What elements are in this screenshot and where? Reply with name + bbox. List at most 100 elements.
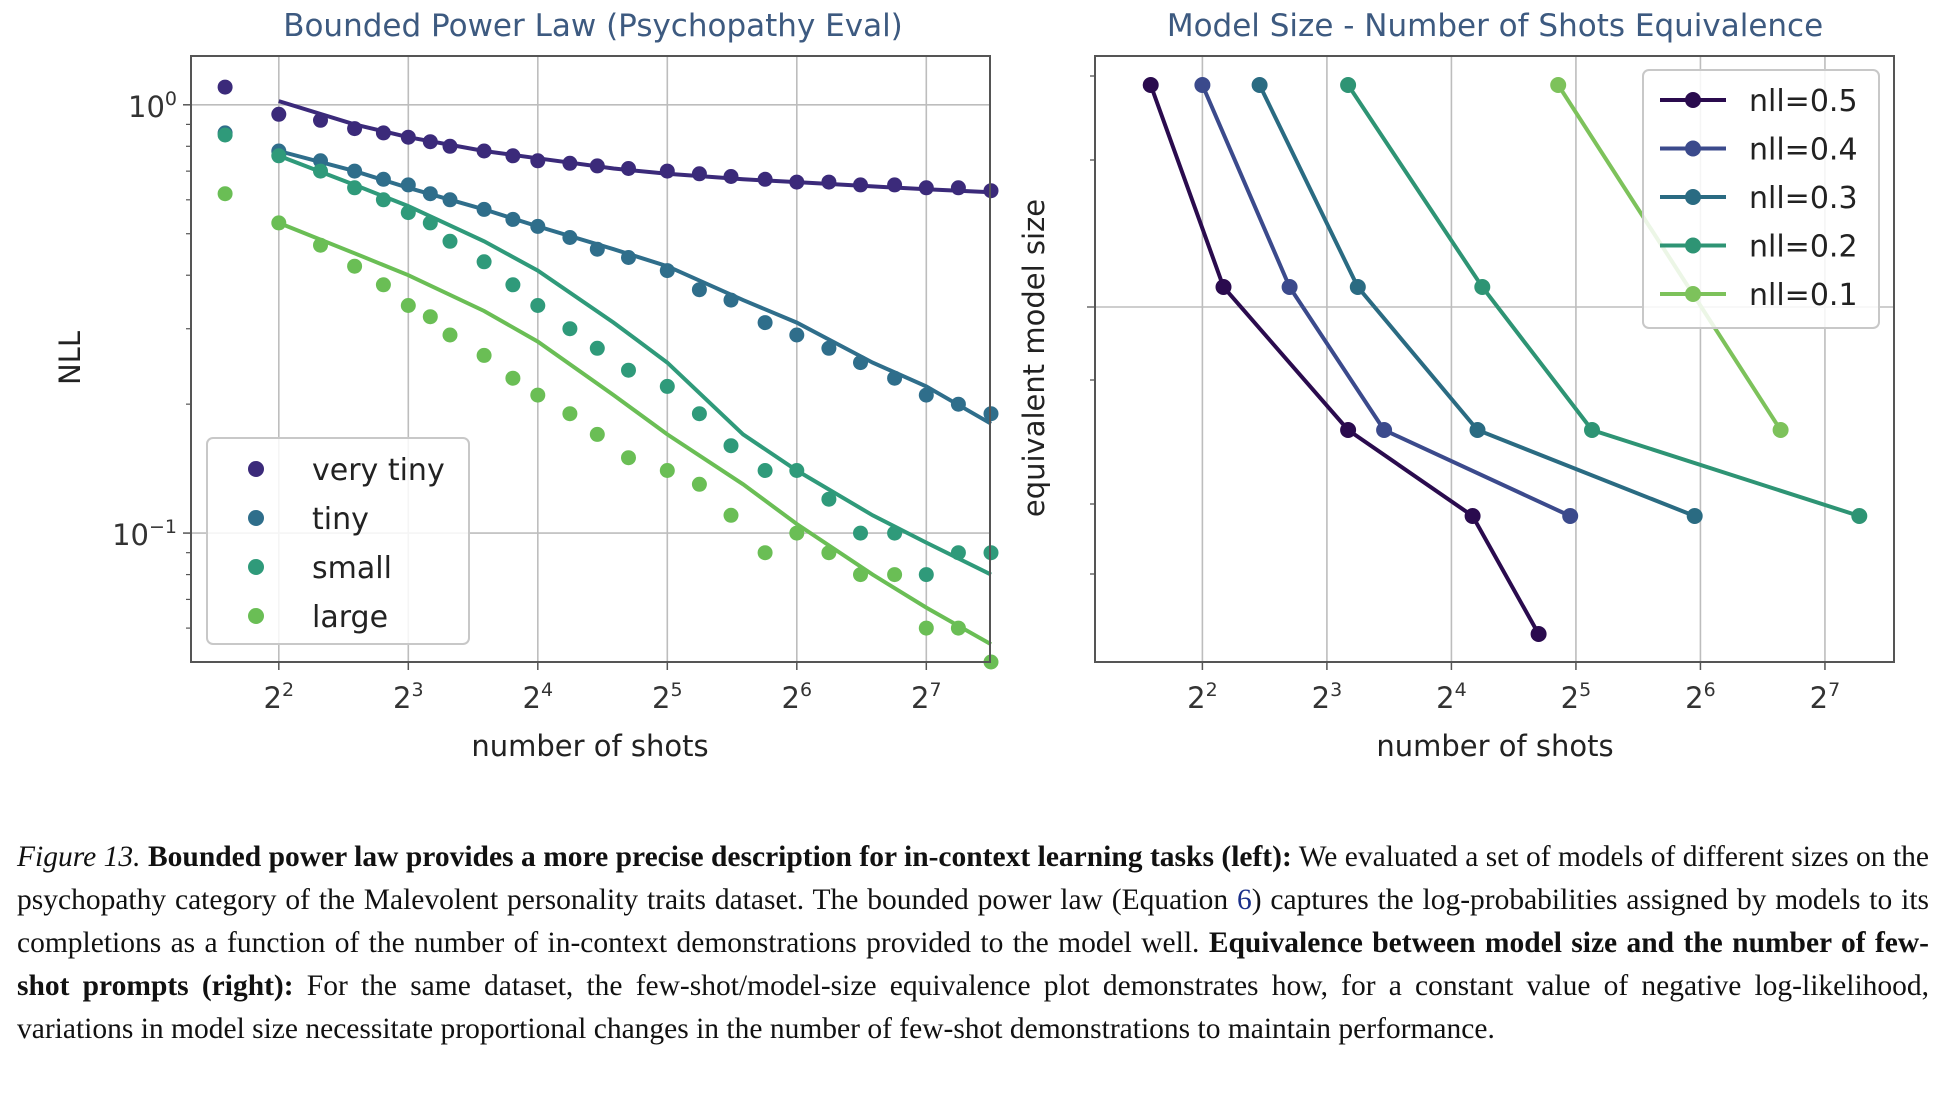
data-point-tiny bbox=[476, 201, 492, 217]
data-point-large bbox=[400, 298, 416, 313]
legend-label: small bbox=[312, 551, 392, 586]
data-point-small bbox=[562, 321, 578, 337]
equivalence-point-nll=0.5 bbox=[1464, 508, 1481, 524]
left-x-ticks: 22 23 24 25 26 27 bbox=[264, 662, 942, 715]
data-point-small bbox=[621, 362, 636, 378]
equivalence-point-nll=0.2 bbox=[1474, 279, 1491, 295]
data-point-large bbox=[589, 426, 605, 442]
caption-equation-link[interactable]: 6 bbox=[1236, 884, 1252, 916]
caption-text-2: ) captures the log-probabilities assigne… bbox=[17, 884, 1930, 959]
data-point-tiny bbox=[853, 355, 868, 371]
right-x-tick-label: 25 bbox=[1561, 679, 1592, 715]
left-x-tick-label: 26 bbox=[782, 679, 813, 715]
data-point-large bbox=[347, 258, 363, 274]
legend-marker-nll=0.4 bbox=[1685, 140, 1701, 157]
data-point-small bbox=[887, 525, 903, 541]
legend-label: nll=0.1 bbox=[1749, 278, 1858, 313]
data-point-large bbox=[757, 545, 773, 561]
data-point-large bbox=[691, 476, 707, 492]
right-x-tick-label: 26 bbox=[1685, 679, 1716, 715]
data-point-tiny bbox=[723, 292, 739, 308]
data-point-large bbox=[821, 545, 837, 561]
data-point-very-tiny bbox=[853, 177, 868, 193]
left-y-tick-label: 10−1 bbox=[112, 516, 177, 552]
data-point-tiny bbox=[757, 315, 773, 331]
data-point-small bbox=[476, 254, 492, 270]
equivalence-point-nll=0.3 bbox=[1349, 279, 1366, 295]
fit-line-very-tiny bbox=[278, 99, 992, 195]
left-x-tick-label: 24 bbox=[523, 679, 554, 715]
legend-label: nll=0.5 bbox=[1749, 84, 1858, 119]
data-point-small bbox=[505, 277, 521, 293]
data-point-very-tiny bbox=[375, 125, 391, 141]
data-point-tiny bbox=[347, 163, 363, 179]
legend-marker-nll=0.3 bbox=[1685, 189, 1701, 205]
right-marks bbox=[1142, 77, 1868, 642]
caption-figure-label: Figure 13. bbox=[17, 841, 141, 873]
fit-line-large bbox=[278, 221, 992, 647]
data-point-large bbox=[887, 567, 903, 583]
data-point-small bbox=[375, 192, 391, 208]
right-x-ticks: 22 23 24 25 26 27 bbox=[1187, 662, 1840, 715]
equivalence-line-nll=0.3 bbox=[1257, 84, 1696, 518]
data-point-very-tiny bbox=[422, 134, 438, 150]
data-point-small bbox=[530, 298, 546, 313]
figure: Bounded Power Law (Psychopathy Eval) 22 2… bbox=[53, 8, 1895, 763]
left-marks bbox=[217, 79, 999, 670]
left-y-ticks: 100 10−1 bbox=[112, 88, 191, 629]
data-point-very-tiny bbox=[950, 180, 966, 196]
data-point-very-tiny bbox=[918, 180, 934, 196]
data-point-tiny bbox=[621, 250, 636, 265]
data-point-small bbox=[821, 491, 837, 507]
left-legend: very tiny tiny small large bbox=[206, 437, 470, 645]
data-point-small bbox=[313, 163, 328, 179]
equivalence-line-nll=0.5 bbox=[1148, 84, 1541, 635]
data-point-very-tiny bbox=[789, 174, 805, 190]
right-y-ticks bbox=[1087, 75, 1095, 575]
right-x-tick-label: 24 bbox=[1436, 679, 1467, 715]
right-chart-title: Model Size - Number of Shots Equivalence bbox=[1167, 8, 1823, 44]
left-chart-title: Bounded Power Law (Psychopathy Eval) bbox=[283, 8, 903, 44]
data-point-very-tiny bbox=[659, 163, 675, 179]
equivalence-line-nll=0.4 bbox=[1200, 84, 1572, 518]
data-point-small bbox=[271, 148, 287, 164]
data-point-tiny bbox=[821, 340, 837, 356]
data-point-very-tiny bbox=[505, 148, 521, 164]
data-point-tiny bbox=[691, 282, 707, 298]
data-point-very-tiny bbox=[530, 153, 546, 169]
data-point-large bbox=[562, 406, 578, 422]
right-chart: Model Size - Number of Shots Equivalence… bbox=[1017, 8, 1895, 763]
left-legend-box bbox=[206, 437, 470, 645]
left-y-tick-label: 100 bbox=[128, 88, 177, 124]
data-point-small bbox=[659, 378, 675, 394]
equivalence-point-nll=0.3 bbox=[1686, 508, 1703, 524]
data-point-large bbox=[789, 525, 805, 541]
legend-marker-tiny bbox=[248, 510, 264, 526]
right-y-axis-label: equivalent model size bbox=[1017, 199, 1051, 517]
equivalence-point-nll=0.5 bbox=[1340, 422, 1357, 438]
caption-text-1: We evaluated a set of models of differen… bbox=[17, 841, 1930, 916]
data-point-large bbox=[505, 370, 521, 386]
caption-text-3: For the same dataset, the few-shot/model… bbox=[17, 970, 1930, 1045]
data-point-small bbox=[789, 463, 805, 478]
equivalence-point-nll=0.5 bbox=[1215, 279, 1232, 295]
data-point-tiny bbox=[375, 171, 391, 187]
data-point-very-tiny bbox=[442, 138, 458, 154]
left-chart: Bounded Power Law (Psychopathy Eval) 22 2… bbox=[53, 8, 999, 763]
left-y-axis-label: NLL bbox=[53, 331, 87, 385]
left-plot-frame bbox=[190, 55, 991, 663]
equivalence-point-nll=0.4 bbox=[1562, 508, 1579, 524]
data-point-small bbox=[723, 438, 739, 454]
data-point-small bbox=[400, 205, 416, 221]
data-point-small bbox=[347, 180, 363, 196]
data-point-very-tiny bbox=[400, 129, 416, 145]
data-point-large bbox=[375, 277, 391, 293]
right-grid bbox=[1095, 56, 1894, 662]
left-x-tick-label: 22 bbox=[264, 679, 295, 715]
legend-marker-very-tiny bbox=[248, 461, 264, 477]
equivalence-point-nll=0.5 bbox=[1530, 626, 1547, 642]
equivalence-point-nll=0.2 bbox=[1340, 77, 1357, 93]
fit-line-small bbox=[278, 153, 992, 577]
data-point-small bbox=[691, 406, 707, 422]
data-point-large bbox=[422, 309, 438, 325]
